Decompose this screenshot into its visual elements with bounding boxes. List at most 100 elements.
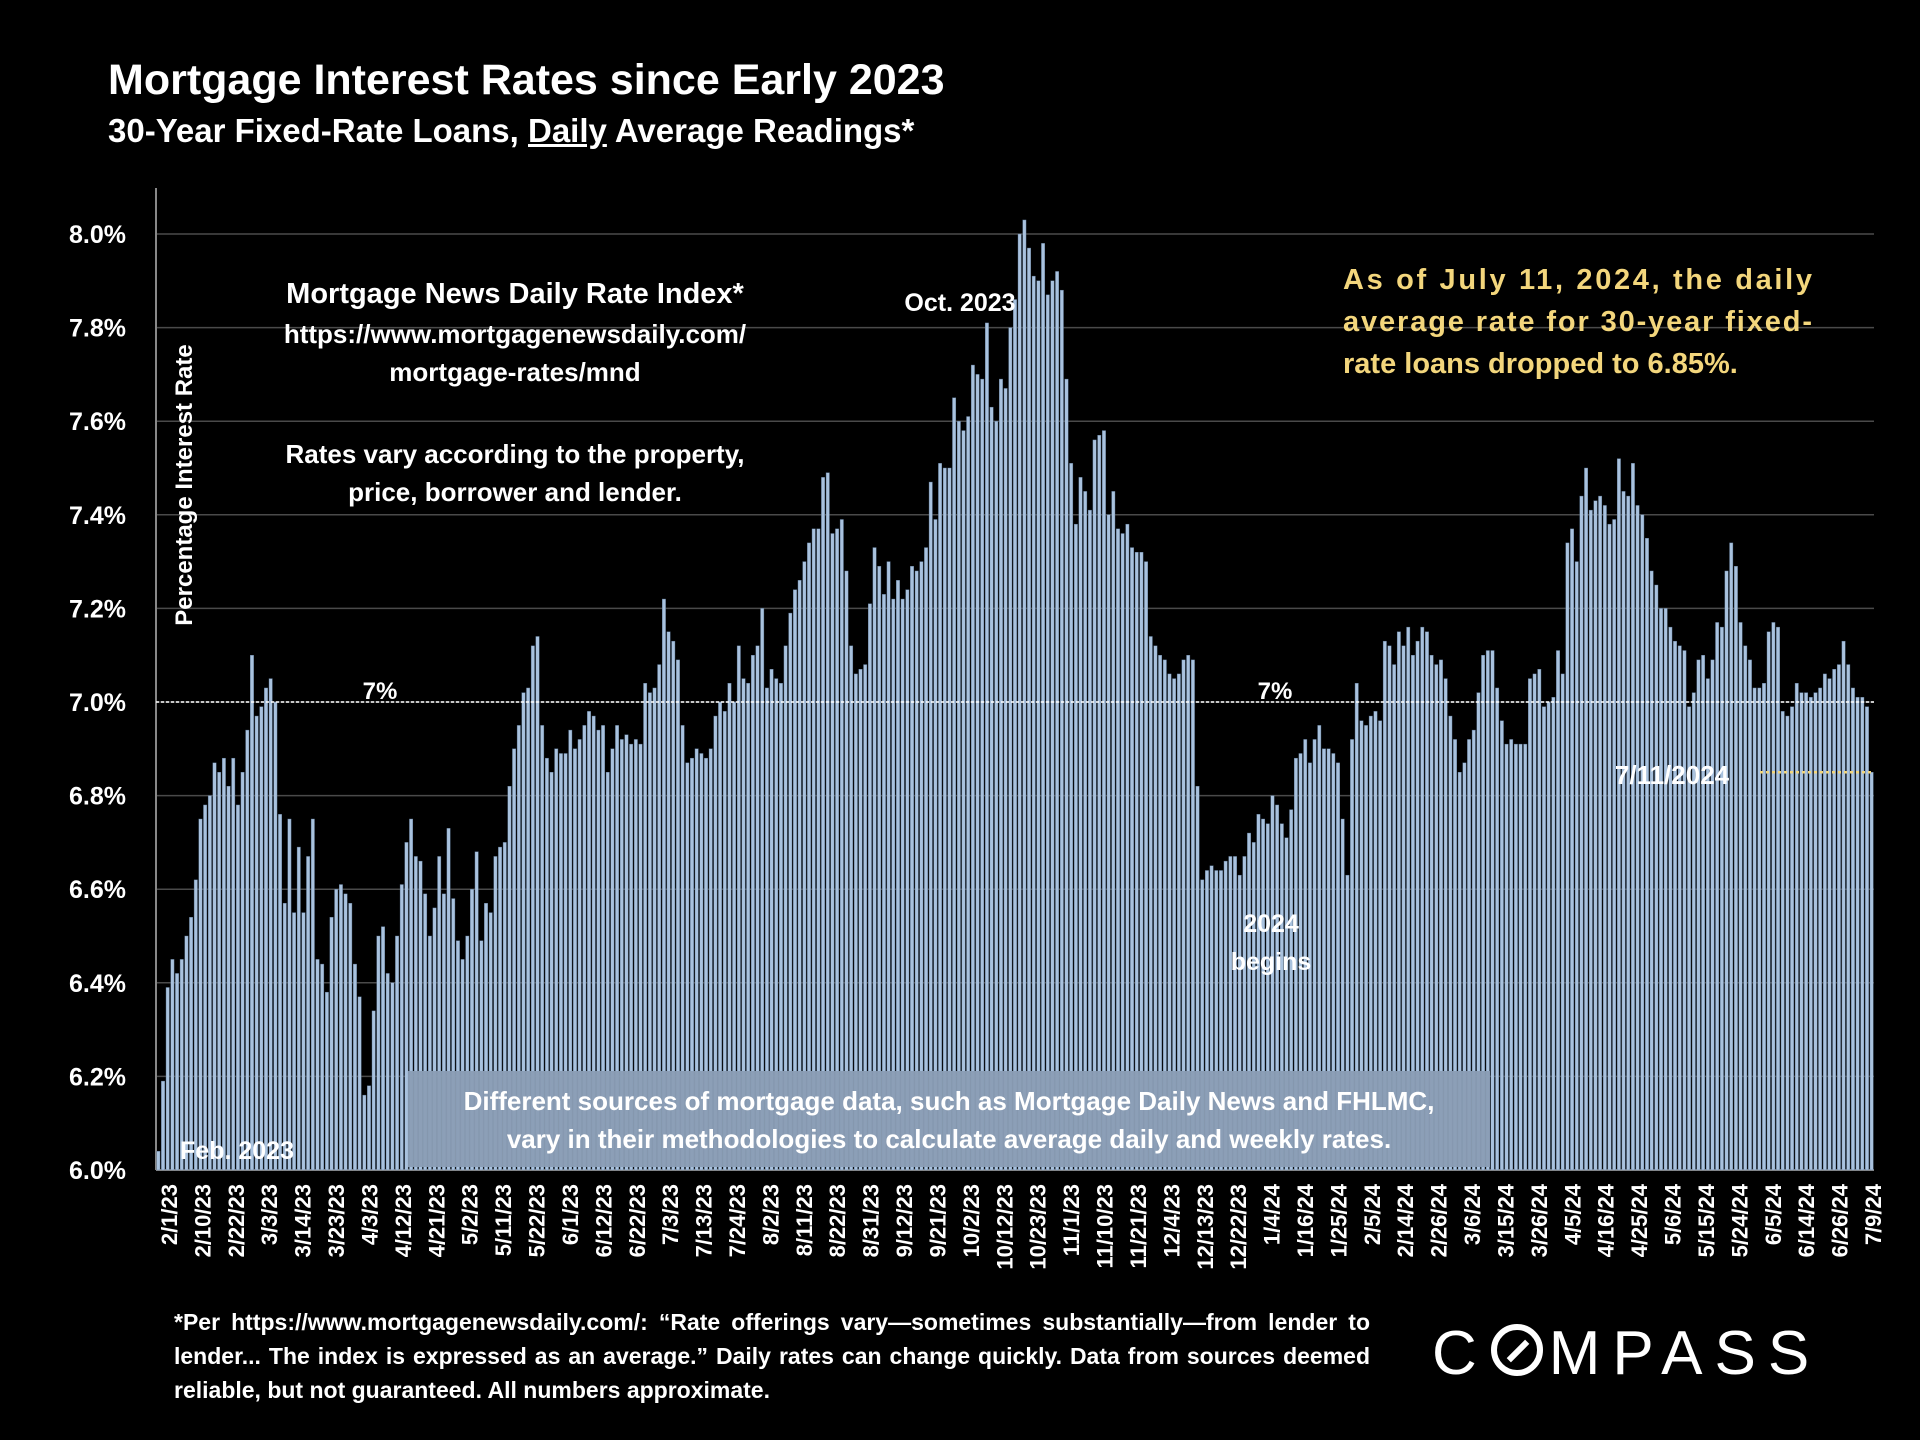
x-tick-label: 1/4/24 (1260, 1183, 1285, 1245)
rate-bar (1036, 280, 1041, 1171)
rate-bar (559, 753, 563, 1171)
rate-bar (1045, 294, 1050, 1171)
rate-bar (652, 687, 657, 1171)
rate-bar (1411, 655, 1415, 1171)
rate-bar (615, 725, 619, 1171)
page-title: Mortgage Interest Rates since Early 2023 (108, 56, 945, 104)
compass-logo: C MPASS (1432, 1318, 1821, 1389)
rate-bar (1312, 739, 1317, 1171)
rate-bar (1144, 561, 1148, 1171)
rate-bar (849, 645, 854, 1171)
rate-bar (268, 678, 273, 1171)
rate-bar (474, 851, 479, 1171)
rate-bar (1598, 495, 1603, 1171)
rate-bar (1223, 860, 1228, 1171)
rate-bar (708, 748, 713, 1171)
rate-bar (765, 687, 769, 1171)
rate-bar (320, 963, 325, 1171)
rate-bar (1827, 678, 1832, 1171)
rate-bar (329, 917, 334, 1171)
rate-bar (774, 678, 779, 1171)
rate-bar (1546, 701, 1551, 1171)
rate-bar (1832, 669, 1837, 1171)
rate-bar (1785, 715, 1790, 1171)
rate-bar (966, 416, 971, 1171)
rate-bar (573, 748, 577, 1171)
x-tick-label: 5/6/24 (1661, 1183, 1686, 1245)
rate-bar (189, 917, 193, 1171)
x-tick-label: 11/10/23 (1093, 1184, 1118, 1268)
x-tick-label: 2/22/23 (224, 1184, 249, 1257)
rate-bar (1841, 640, 1846, 1171)
rate-bar (1551, 697, 1556, 1171)
rate-bar (821, 477, 825, 1171)
rate-bar (1579, 495, 1584, 1171)
rate-bar (1148, 636, 1153, 1171)
rate-bar (928, 481, 933, 1171)
rate-bar (179, 959, 184, 1171)
rate-bar (741, 678, 746, 1171)
seven-percent-label: 7% (1258, 678, 1293, 705)
rate-bar (779, 683, 783, 1171)
rate-bar (830, 533, 835, 1171)
rate-bar (914, 570, 919, 1171)
rate-bar (1457, 772, 1462, 1171)
rate-bar (1387, 645, 1392, 1171)
rate-bar (507, 786, 512, 1171)
rate-bar (1808, 697, 1813, 1171)
x-tick-label: 11/21/23 (1126, 1184, 1151, 1268)
rate-bar (868, 603, 872, 1171)
rate-bar (1490, 650, 1495, 1171)
rate-bar (1186, 655, 1191, 1171)
rate-bar (1860, 697, 1865, 1171)
rate-bar (694, 748, 699, 1171)
x-tick-label: 6/14/24 (1794, 1183, 1819, 1257)
year-2024-begins-label: begins (1231, 948, 1312, 976)
rate-bar (1734, 566, 1738, 1171)
rate-bar (1111, 491, 1116, 1171)
rate-bar (816, 528, 821, 1171)
rate-bar (1200, 879, 1205, 1171)
rate-bar (1003, 388, 1008, 1171)
rate-bar (1415, 640, 1420, 1171)
rate-bar (1153, 645, 1158, 1171)
rate-bar (353, 963, 357, 1171)
rate-bar (530, 645, 535, 1171)
rate-bar (1631, 463, 1635, 1171)
rate-bar (1284, 837, 1289, 1171)
rate-bar (1846, 664, 1851, 1171)
x-tick-label: 2/5/24 (1360, 1183, 1385, 1245)
rate-bar (924, 547, 928, 1171)
rate-bar (376, 935, 381, 1171)
rate-bar (1279, 823, 1284, 1171)
x-tick-label: 5/24/24 (1727, 1183, 1752, 1257)
rates-note-line-1: Rates vary according to the property, (286, 439, 745, 469)
rate-bar (1443, 678, 1448, 1171)
rate-bar (591, 715, 596, 1171)
rate-bar (1125, 523, 1130, 1171)
rate-bar (601, 725, 605, 1171)
rate-bar (1013, 299, 1017, 1171)
rate-bar (1434, 664, 1439, 1171)
rate-bar (1556, 650, 1560, 1171)
rate-bar (587, 711, 591, 1171)
rate-bar (619, 739, 624, 1171)
y-tick-label: 7.2% (69, 595, 126, 623)
rate-bar (362, 1094, 367, 1171)
rate-bar (250, 655, 254, 1171)
x-tick-label: 12/22/23 (1226, 1184, 1251, 1270)
x-tick-label: 2/14/24 (1393, 1183, 1418, 1257)
x-tick-label: 5/15/24 (1694, 1183, 1719, 1257)
rate-bar (1293, 757, 1298, 1171)
rate-bar (278, 814, 282, 1171)
rate-bar (259, 706, 264, 1171)
x-tick-label: 9/12/23 (892, 1184, 917, 1257)
rate-bar (704, 757, 708, 1171)
rate-bar (324, 991, 329, 1171)
rate-bar (1794, 683, 1799, 1171)
rate-bar (1247, 832, 1251, 1171)
rate-bar (662, 598, 666, 1171)
rate-bar (1780, 711, 1785, 1171)
rate-bar (676, 659, 680, 1171)
rate-bar (1317, 725, 1322, 1171)
